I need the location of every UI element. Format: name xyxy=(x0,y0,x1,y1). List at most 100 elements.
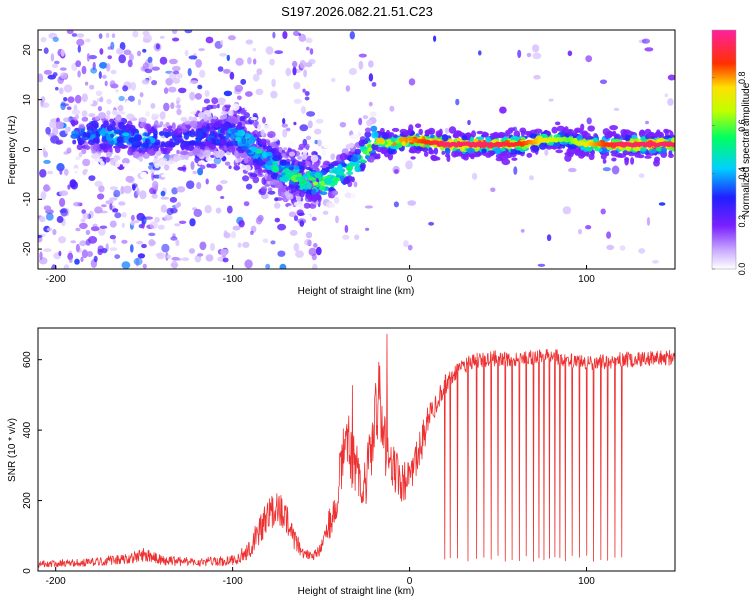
heat-speckle xyxy=(40,102,50,108)
heat-speckle xyxy=(118,54,126,64)
heat-speckle xyxy=(245,91,253,97)
snr-y-ticks: 0 200 400 600 xyxy=(22,351,42,574)
heat-ridge-cell xyxy=(227,110,233,115)
heat-speckle xyxy=(205,178,209,185)
heat-ridge-cell xyxy=(630,157,635,165)
heat-ridge-cell xyxy=(568,144,577,150)
heat-speckle xyxy=(204,90,210,97)
heat-speckle xyxy=(127,95,135,102)
heat-ridge-cell xyxy=(101,127,106,135)
heat-ridge-cell xyxy=(418,128,424,136)
heat-ridge-cell xyxy=(152,115,159,120)
heat-ridge-cell xyxy=(330,153,336,160)
heat-ridge-cell xyxy=(552,146,557,150)
heat-speckle xyxy=(43,47,49,54)
heat-ridge-cell xyxy=(81,110,88,117)
heat-speckle xyxy=(67,96,75,103)
y-tick-label: 20 xyxy=(22,44,33,56)
heat-speckle xyxy=(130,81,136,91)
spectrogram-x-ticks: -200 -100 0 100 xyxy=(46,265,595,285)
heat-speckle xyxy=(188,248,196,254)
heat-speckle xyxy=(652,259,659,264)
heat-speckle xyxy=(88,175,96,182)
heat-speckle xyxy=(177,166,187,171)
heat-ridge-cell xyxy=(106,110,111,116)
heat-ridge-cell xyxy=(253,158,259,164)
heat-speckle xyxy=(75,227,81,232)
heat-ridge-cell xyxy=(115,116,121,121)
heat-ridge-cell xyxy=(71,168,80,173)
heat-speckle xyxy=(240,109,245,115)
heat-ridge-cell xyxy=(154,163,160,168)
heat-speckle xyxy=(81,209,86,215)
heat-ridge-cell xyxy=(206,112,212,118)
heat-ridge-cell xyxy=(360,164,365,172)
heat-ridge-cell xyxy=(262,169,268,173)
heat-ridge-cell xyxy=(70,133,79,139)
heat-speckle xyxy=(113,189,121,198)
heat-ridge-cell xyxy=(567,150,574,158)
heat-speckle xyxy=(58,236,67,244)
heat-speckle xyxy=(109,234,116,240)
heat-ridge-cell xyxy=(287,205,294,210)
heat-speckle xyxy=(139,92,144,98)
heat-ridge-cell xyxy=(271,137,278,142)
heat-speckle xyxy=(298,212,305,216)
heat-ridge-cell xyxy=(198,112,206,120)
heat-ridge-cell xyxy=(588,153,595,161)
heat-speckle xyxy=(293,215,299,222)
heat-ridge-cell xyxy=(221,123,230,131)
heat-speckle xyxy=(295,250,304,258)
heat-speckle xyxy=(51,63,59,69)
heat-speckle xyxy=(115,89,119,93)
heat-speckle xyxy=(313,243,318,248)
heat-speckle xyxy=(88,55,97,60)
heat-speckle xyxy=(299,59,307,69)
heat-speckle xyxy=(270,141,278,148)
heat-speckle xyxy=(66,30,74,35)
heat-speckle xyxy=(97,106,103,112)
heat-ridge-cell xyxy=(206,123,210,130)
heat-speckle xyxy=(526,52,532,58)
heat-speckle xyxy=(54,60,60,65)
heat-ridge-cell xyxy=(244,107,251,111)
heat-speckle xyxy=(130,220,136,226)
heat-ridge-cell xyxy=(274,182,284,189)
heat-ridge-cell xyxy=(93,158,101,162)
heat-ridge-cell xyxy=(78,140,83,145)
heat-speckle xyxy=(285,67,292,77)
heat-speckle xyxy=(186,180,195,189)
heat-ridge-cell xyxy=(90,134,96,139)
heat-speckle xyxy=(50,53,55,62)
heat-speckle xyxy=(533,74,541,80)
heat-ridge-cell xyxy=(501,150,510,156)
heat-speckle xyxy=(247,158,254,166)
heat-ridge-cell xyxy=(492,134,502,139)
heat-ridge-cell xyxy=(81,148,87,155)
heat-ridge-cell xyxy=(160,141,165,146)
heat-ridge-cell xyxy=(266,169,273,175)
heat-speckle xyxy=(567,50,573,57)
heat-speckle xyxy=(274,50,284,55)
heat-speckle xyxy=(94,180,103,187)
heat-ridge-cell xyxy=(529,133,537,139)
heat-speckle xyxy=(664,93,669,98)
heat-ridge-cell xyxy=(367,144,373,149)
heat-speckle xyxy=(39,216,46,223)
heat-ridge-cell xyxy=(145,110,150,117)
heat-speckle xyxy=(132,184,136,191)
heat-speckle xyxy=(444,127,450,134)
heat-ridge-cell xyxy=(266,145,273,151)
heat-speckle xyxy=(80,218,86,223)
heat-speckle xyxy=(646,216,651,226)
heat-speckle xyxy=(89,84,95,90)
heat-ridge-cell xyxy=(366,119,373,127)
heat-speckle xyxy=(405,160,413,170)
heat-ridge-cell xyxy=(298,173,302,177)
heat-ridge-cell xyxy=(337,164,343,171)
heat-speckle xyxy=(40,96,46,103)
heat-ridge-cell xyxy=(644,155,652,159)
colorbar-gradient xyxy=(712,30,736,269)
heat-ridge-cell xyxy=(192,148,201,155)
heat-ridge-cell xyxy=(245,149,252,154)
